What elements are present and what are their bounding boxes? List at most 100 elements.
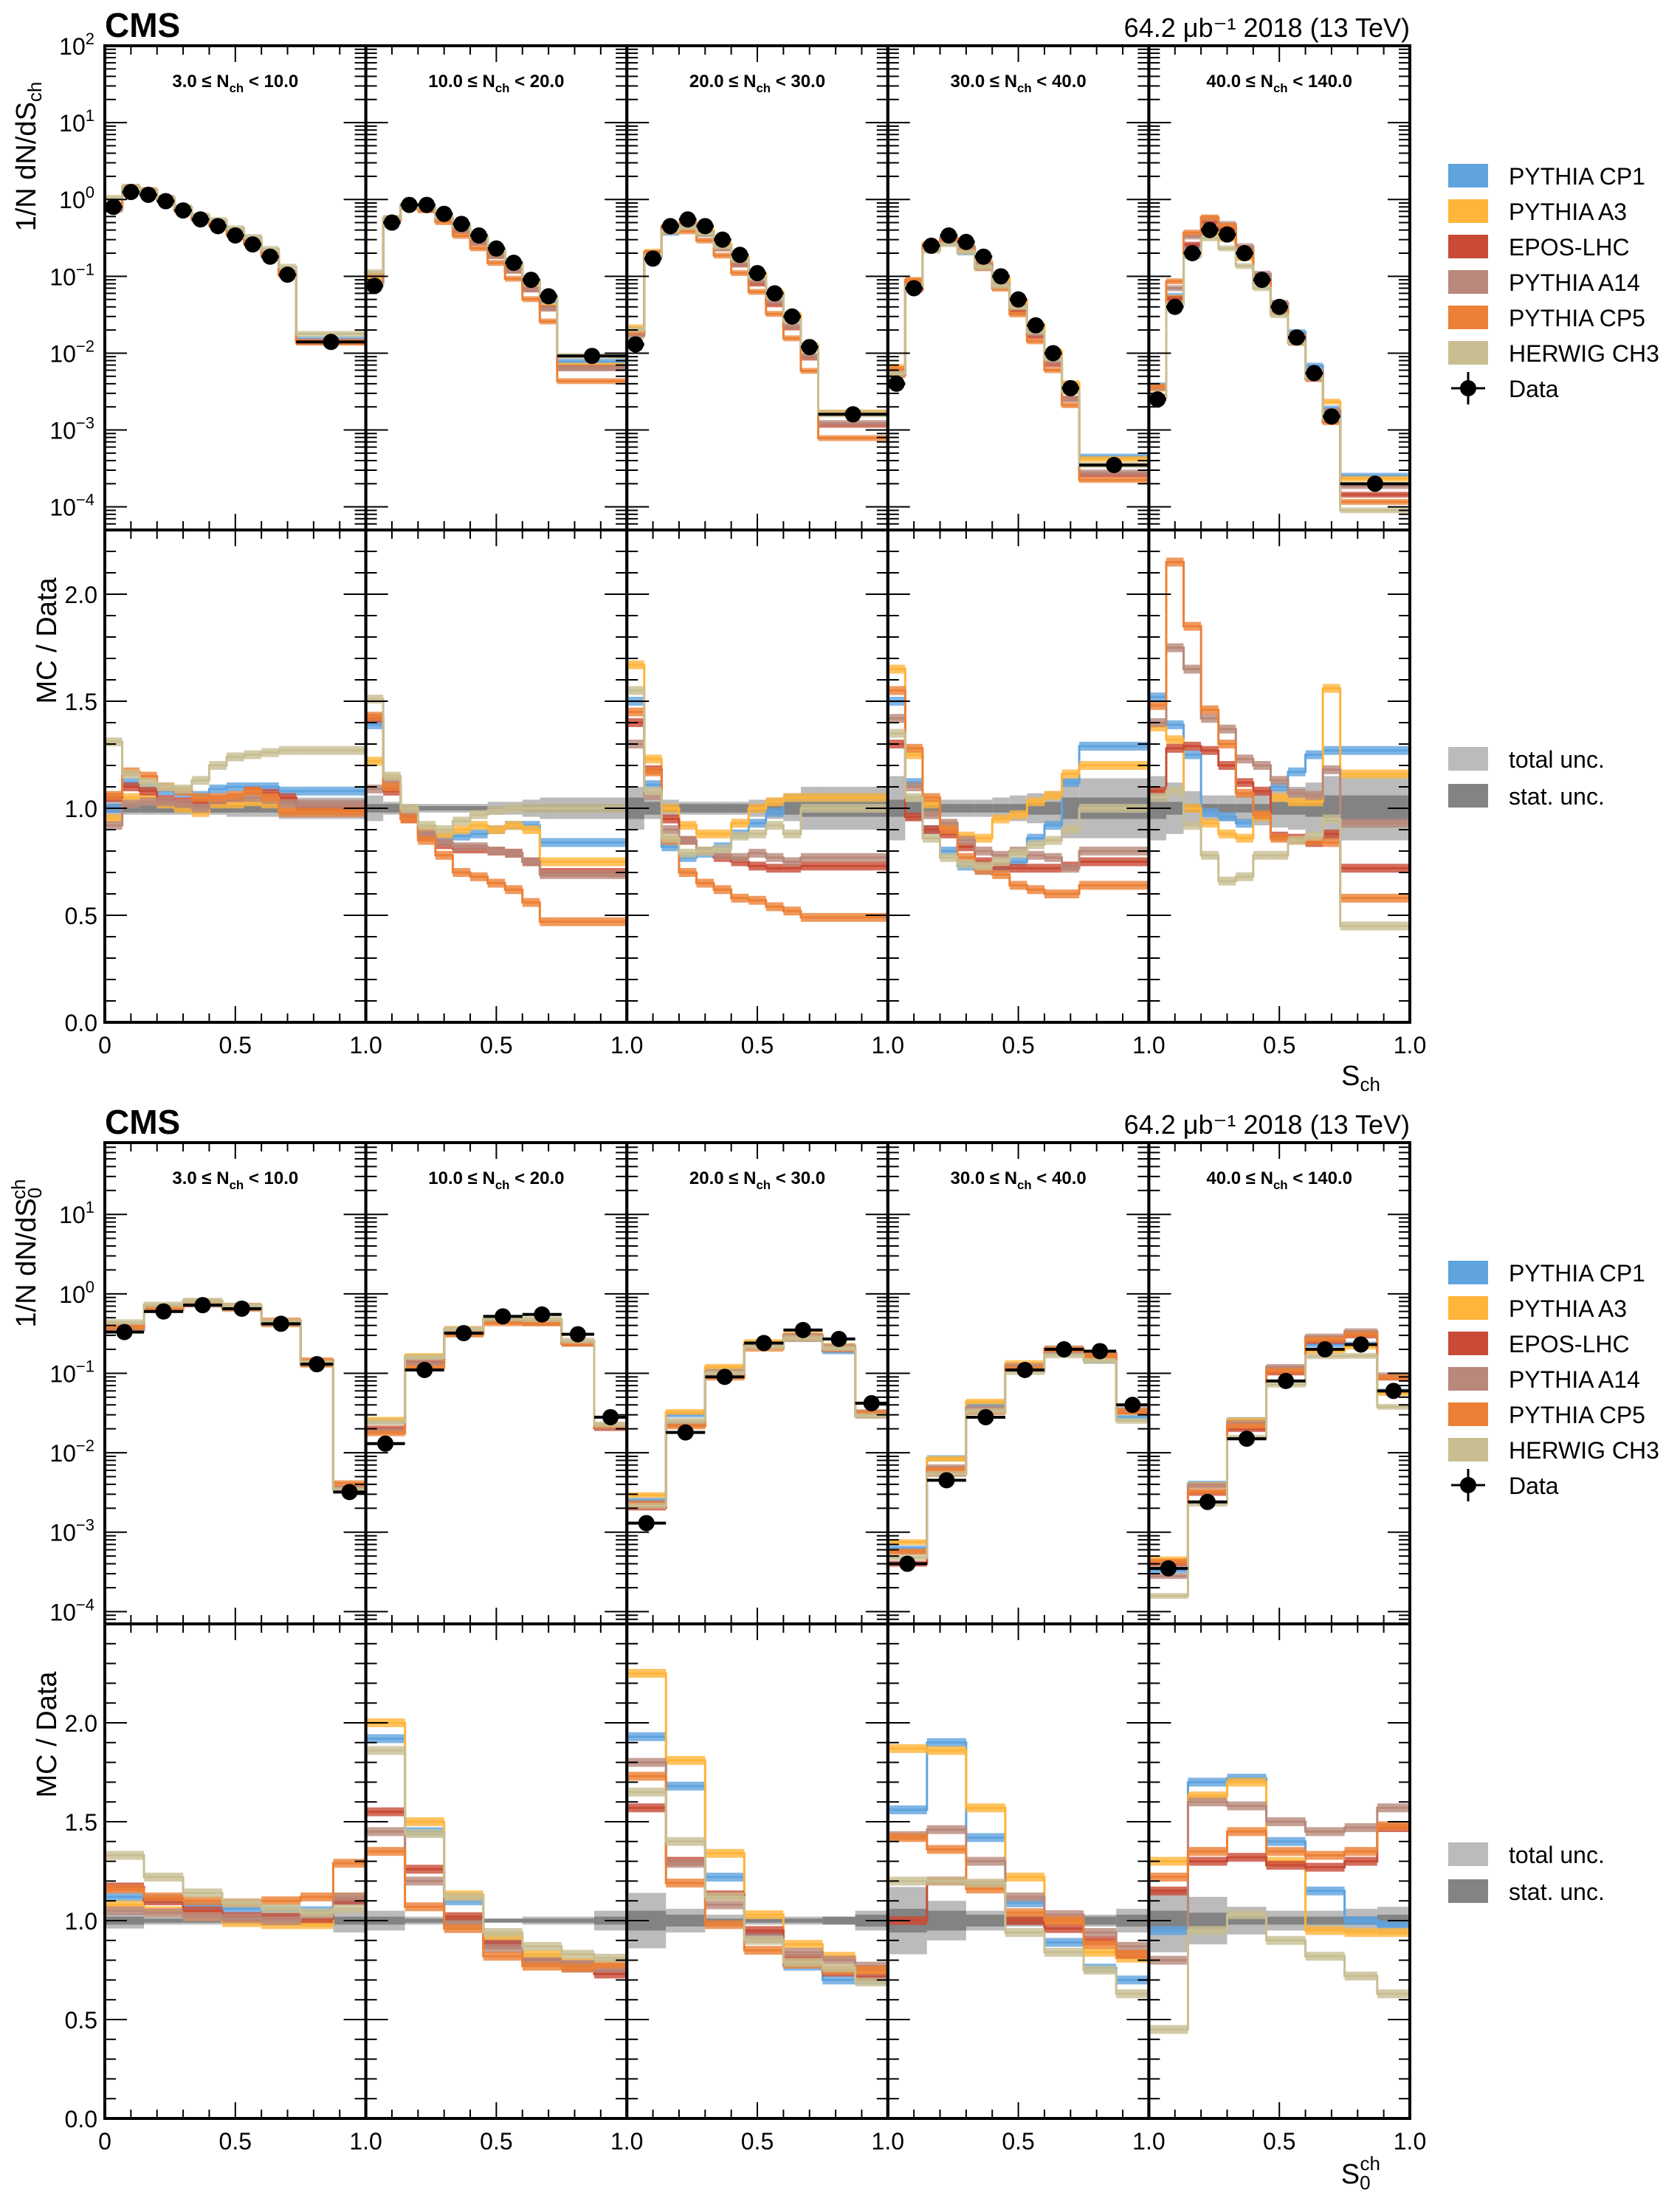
- ratio-line-herwig-ch3: [887, 732, 1149, 867]
- y-tick-label: 101: [59, 1198, 94, 1228]
- mc-line-pythia-cp5: [627, 230, 888, 440]
- panel-label: 40.0 ≤ Nch < 140.0: [1206, 72, 1352, 95]
- stat-unc-band: [974, 804, 993, 813]
- ratio-plot: [365, 1718, 627, 1979]
- legend-swatch-stat-unc: [1448, 784, 1488, 808]
- data-point: [716, 1369, 733, 1385]
- legend-swatch-pythia-a3: [1448, 199, 1488, 223]
- data-point: [309, 1356, 326, 1373]
- x-tick-label: 0.5: [480, 1032, 512, 1058]
- ratio-plot: [105, 1851, 366, 1933]
- legend-label: stat. unc.: [1509, 1879, 1605, 1905]
- legend-swatch-total-unc: [1448, 1842, 1488, 1866]
- distribution-plot: [365, 196, 627, 385]
- ratio-y-axis-title: MC / Data: [32, 1671, 63, 1798]
- data-point: [1062, 379, 1079, 396]
- stat-unc-band: [1236, 804, 1253, 813]
- mc-line-pythia-cp1: [887, 241, 1149, 458]
- x-tick-label: 1.0: [610, 1032, 643, 1058]
- ratio-legend: total unc. stat. unc.: [1448, 1842, 1605, 1905]
- legend-swatch-pythia-cp5: [1448, 1402, 1488, 1426]
- data-point: [210, 218, 227, 235]
- data-point: [1016, 1361, 1033, 1378]
- data-point: [627, 336, 644, 353]
- panel-frame: [625, 44, 889, 531]
- x-tick-label: 0: [98, 2128, 111, 2155]
- data-point: [1253, 272, 1270, 289]
- data-point: [755, 1335, 772, 1352]
- data-point: [1184, 244, 1201, 261]
- stat-unc-band: [905, 802, 923, 815]
- mc-line-pythia-a14: [105, 190, 366, 342]
- mc-line-herwig-ch3: [627, 226, 888, 416]
- data-point: [279, 266, 296, 283]
- mc-line-pythia-cp5: [1149, 216, 1410, 503]
- ratio-line-pythia-a14: [887, 1828, 1149, 1948]
- panel-frame: [364, 44, 629, 531]
- panel-4: 30.0 ≤ Nch < 40.0 0.5 1.0: [886, 44, 1166, 1058]
- mc-line-pythia-a3: [887, 237, 1149, 461]
- ratio-y-tick-label: 1.5: [65, 689, 97, 715]
- data-point: [1092, 1343, 1109, 1360]
- legend-swatch-herwig-ch3: [1448, 341, 1488, 365]
- legend-label: PYTHIA CP1: [1509, 1260, 1645, 1287]
- ratio-line-pythia-cp5: [1149, 561, 1410, 900]
- distribution-plot: [105, 1297, 366, 1501]
- ratio-line-herwig-ch3: [105, 740, 366, 791]
- x-tick-label: 1.0: [872, 2128, 904, 2155]
- mc-line-herwig-ch3: [365, 204, 627, 357]
- data-point: [116, 1323, 133, 1340]
- mc-line-pythia-a14: [887, 236, 1149, 474]
- data-point: [830, 1331, 847, 1348]
- stat-unc-band: [483, 1918, 523, 1923]
- data-point: [341, 1484, 358, 1501]
- ratio-plot: [1149, 557, 1410, 931]
- data-point: [123, 184, 140, 201]
- data-point: [523, 272, 540, 289]
- distribution-plot: [105, 184, 366, 351]
- legend-label: PYTHIA A14: [1509, 1366, 1640, 1393]
- data-point: [383, 214, 400, 231]
- ratio-line-herwig-ch3: [105, 1854, 366, 1914]
- data-point: [540, 288, 557, 305]
- data-point: [175, 202, 192, 219]
- mc-line-pythia-a14: [365, 204, 627, 370]
- stat-unc-band: [666, 1914, 706, 1927]
- mc-line-epos-lhc: [365, 205, 627, 369]
- data-point: [938, 1472, 955, 1489]
- x-tick-label: 0.5: [219, 2128, 252, 2155]
- data-point: [801, 339, 818, 356]
- stat-unc-band: [926, 1910, 966, 1931]
- ratio-line-pythia-cp5: [365, 1850, 627, 1969]
- stat-unc-band: [561, 1918, 594, 1923]
- data-point: [1236, 244, 1253, 261]
- stat-unc-band: [644, 802, 662, 815]
- data-point: [794, 1321, 811, 1338]
- y-axis-title: 1/N dN/dS0ch: [7, 1179, 46, 1327]
- data-point: [261, 248, 278, 265]
- ratio-y-tick-label: 1.5: [65, 1809, 97, 1836]
- data-point: [714, 231, 731, 248]
- stat-unc-band: [992, 804, 1010, 813]
- stat-unc-band: [744, 1918, 784, 1923]
- stat-unc-band: [144, 1918, 184, 1923]
- legend-swatch-epos-lhc: [1448, 1332, 1488, 1355]
- data-point: [569, 1326, 586, 1343]
- data-point: [784, 308, 801, 325]
- ratio-frame: [886, 1622, 1151, 2120]
- ratio-line-herwig-ch3: [1149, 1913, 1410, 2031]
- mc-line-pythia-a3: [105, 189, 366, 343]
- y-tick-label: 10−4: [49, 491, 94, 521]
- ratio-line-herwig-ch3: [1149, 790, 1410, 927]
- legend-label: EPOS-LHC: [1509, 1331, 1630, 1357]
- mc-line-epos-lhc: [887, 238, 1149, 476]
- legend: PYTHIA CP1 PYTHIA A3 EPOS-LHC PYTHIA A14 PYT…: [1448, 163, 1659, 404]
- x-tick-label: 1.0: [1394, 1032, 1426, 1058]
- data-point: [749, 265, 765, 282]
- y-tick-label: 10−2: [49, 337, 94, 367]
- ratio-line-pythia-a3: [887, 1747, 1149, 1960]
- mc-line-epos-lhc: [105, 187, 366, 343]
- data-point: [233, 1300, 250, 1317]
- x-tick-label: 1.0: [1132, 1032, 1165, 1058]
- data-point: [940, 227, 957, 244]
